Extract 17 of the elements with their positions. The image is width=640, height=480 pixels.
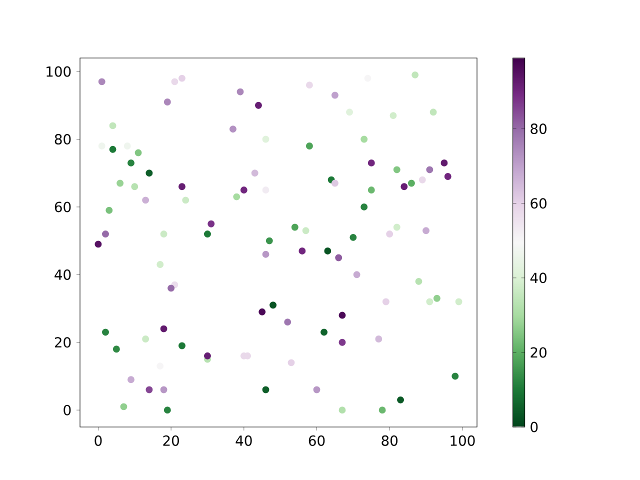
x-tick-label: 80 [382,435,398,446]
color-bar-label: 0 [530,422,538,432]
y-tick-label: 60 [54,202,71,212]
x-tick-label: 60 [308,435,325,446]
y-tick-label: 40 [54,269,71,280]
color-bar-label: 20 [530,347,546,358]
y-tick-label: 20 [54,337,71,348]
y-tick-label: 100 [46,66,71,77]
color-bar-label: 80 [530,124,546,134]
x-tick-label: 0 [94,435,102,446]
y-tick-label: 80 [54,134,71,144]
color-bar-label: 60 [530,198,546,209]
x-tick-label: 100 [450,435,475,446]
y-tick-label: 0 [64,404,71,416]
color-bar-label: 40 [530,272,546,284]
x-tick-label: 40 [236,435,252,446]
x-tick-label: 20 [163,435,179,446]
